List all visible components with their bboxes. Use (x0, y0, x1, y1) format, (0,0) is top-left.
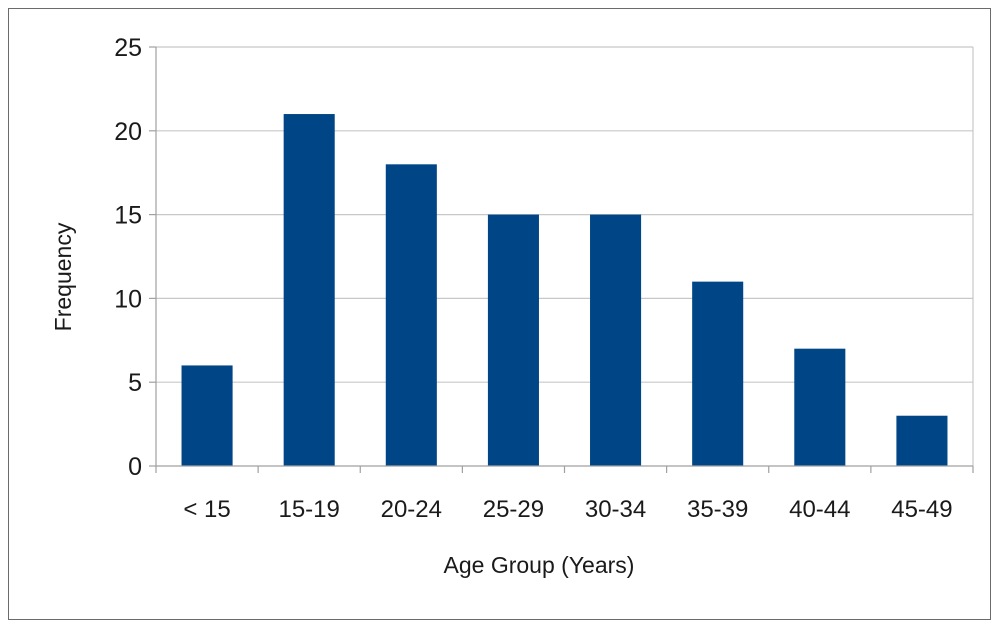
y-tick-label: 25 (114, 34, 142, 62)
axes (149, 46, 974, 473)
chart-frame: 0 5 10 15 20 25 < 15 15-19 20-24 25-29 30-34 35-39… (8, 8, 991, 620)
x-tick-labels: < 15 15-19 20-24 25-29 30-34 35-39 40-44 45-49 (183, 496, 952, 523)
bars (181, 114, 948, 466)
x-tick-label: < 15 (183, 496, 230, 523)
x-tick-label: 20-24 (381, 496, 442, 523)
x-tick-label: 25-29 (483, 496, 544, 523)
bar (590, 214, 642, 466)
x-tick-label: 30-34 (585, 496, 646, 523)
x-tick-label: 15-19 (278, 496, 339, 523)
bar (181, 365, 233, 466)
bar (487, 214, 539, 466)
bar (896, 415, 948, 466)
bar-chart: 0 5 10 15 20 25 < 15 15-19 20-24 25-29 30-34 35-39… (50, 34, 974, 578)
y-tick-label: 0 (128, 453, 142, 481)
y-tick-labels: 0 5 10 15 20 25 (114, 34, 142, 481)
y-tick-label: 20 (114, 118, 142, 146)
y-tick-label: 5 (128, 369, 142, 397)
x-axis-label: Age Group (Years) (444, 552, 635, 578)
x-tick-label: 40-44 (789, 496, 850, 523)
x-tick-label: 45-49 (891, 496, 952, 523)
y-tick-label: 15 (114, 202, 142, 230)
bar (385, 164, 437, 466)
bar (692, 281, 744, 466)
y-tick-label: 10 (114, 285, 142, 313)
y-axis-label: Frequency (50, 222, 76, 331)
gridlines (156, 46, 974, 466)
x-tick-label: 35-39 (687, 496, 748, 523)
bar (794, 348, 846, 466)
bar (283, 114, 335, 466)
